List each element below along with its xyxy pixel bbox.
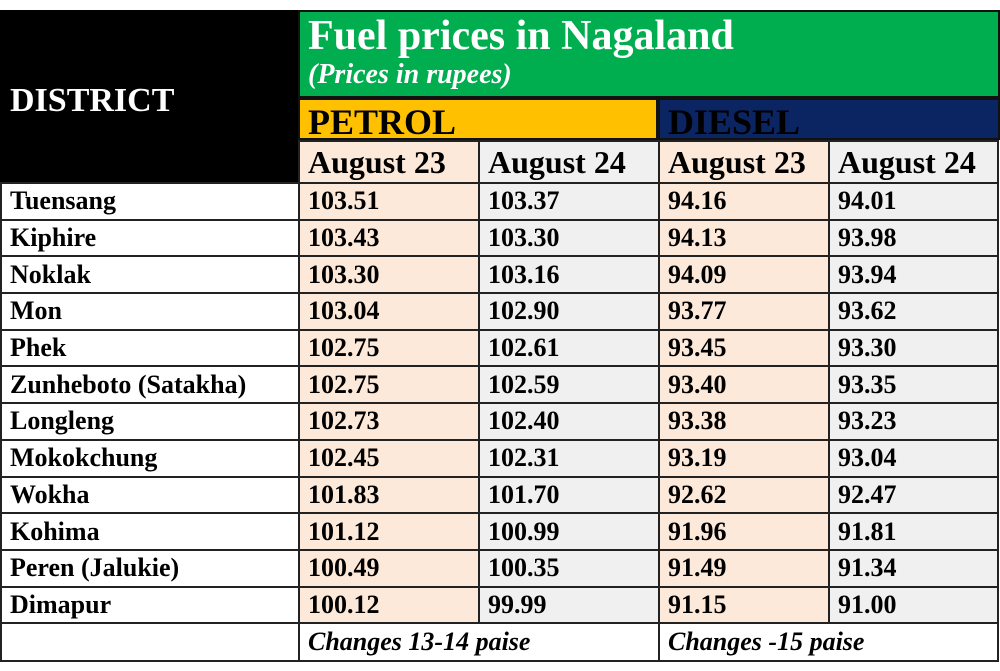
petrol-aug24-cell: 100.99 (478, 512, 660, 551)
diesel-aug23-cell: 91.15 (658, 585, 830, 625)
petrol-header: PETROL (298, 98, 658, 142)
petrol-aug23-cell: 101.83 (298, 475, 480, 515)
table-row: Phek 102.75 102.61 93.45 93.30 (0, 328, 999, 368)
fuel-price-table: August 23 August 24 August 23 August 24 … (0, 140, 999, 663)
district-cell: Tuensang (0, 182, 300, 221)
diesel-aug24-cell: 93.94 (828, 255, 999, 295)
column-header-diesel-aug24: August 24 (828, 140, 999, 184)
diesel-aug23-cell: 91.96 (658, 512, 830, 551)
petrol-aug23-cell: 103.30 (298, 255, 480, 295)
petrol-aug23-cell: 100.49 (298, 548, 480, 588)
petrol-aug24-cell: 100.35 (478, 548, 660, 588)
diesel-aug23-cell: 94.13 (658, 218, 830, 258)
diesel-aug23-cell: 93.19 (658, 438, 830, 478)
diesel-aug23-cell: 91.49 (658, 548, 830, 588)
district-cell: Noklak (0, 255, 300, 295)
diesel-aug24-cell: 93.30 (828, 328, 999, 368)
diesel-aug23-cell: 93.40 (658, 365, 830, 405)
district-cell: Mon (0, 292, 300, 331)
table-row: Noklak 103.30 103.16 94.09 93.94 (0, 255, 999, 295)
table-row: Longleng 102.73 102.40 93.38 93.23 (0, 402, 999, 441)
petrol-aug23-cell: 101.12 (298, 512, 480, 551)
diesel-header: DIESEL (658, 98, 1000, 142)
blank-header (1, 141, 299, 183)
diesel-aug23-cell: 93.45 (658, 328, 830, 368)
table-row: Wokha 101.83 101.70 92.62 92.47 (0, 475, 999, 515)
title-banner: Fuel prices in Nagaland (Prices in rupee… (298, 10, 1000, 98)
diesel-aug23-cell: 93.77 (658, 292, 830, 331)
diesel-change-note: Changes -15 paise (658, 622, 999, 663)
district-cell: Peren (Jalukie) (0, 548, 300, 588)
petrol-aug24-cell: 102.61 (478, 328, 660, 368)
district-cell: Kiphire (0, 218, 300, 258)
diesel-aug24-cell: 91.00 (828, 585, 999, 625)
district-cell: Zunheboto (Satakha) (0, 365, 300, 405)
petrol-aug24-cell: 103.16 (478, 255, 660, 295)
diesel-aug23-cell: 94.16 (658, 182, 830, 221)
petrol-aug23-cell: 102.75 (298, 328, 480, 368)
petrol-aug24-cell: 103.37 (478, 182, 660, 221)
petrol-aug24-cell: 102.31 (478, 438, 660, 478)
petrol-aug24-cell: 102.40 (478, 402, 660, 441)
blank-footer (0, 622, 300, 663)
column-header-petrol-aug24: August 24 (478, 140, 660, 184)
diesel-aug23-cell: 93.38 (658, 402, 830, 441)
table-row: Zunheboto (Satakha) 102.75 102.59 93.40 93.3… (0, 365, 999, 405)
district-header: DISTRICT (0, 10, 300, 182)
petrol-aug24-cell: 103.30 (478, 218, 660, 258)
diesel-aug24-cell: 94.01 (828, 182, 999, 221)
diesel-aug24-cell: 93.04 (828, 438, 999, 478)
petrol-aug24-cell: 102.90 (478, 292, 660, 331)
petrol-aug24-cell: 99.99 (478, 585, 660, 625)
column-header-diesel-aug23: August 23 (658, 140, 830, 184)
petrol-aug23-cell: 102.45 (298, 438, 480, 478)
district-cell: Wokha (0, 475, 300, 515)
diesel-aug24-cell: 93.35 (828, 365, 999, 405)
district-cell: Longleng (0, 402, 300, 441)
petrol-aug23-cell: 100.12 (298, 585, 480, 625)
table-row: Kiphire 103.43 103.30 94.13 93.98 (0, 218, 999, 258)
petrol-aug24-cell: 102.59 (478, 365, 660, 405)
petrol-aug24-cell: 101.70 (478, 475, 660, 515)
district-cell: Dimapur (0, 585, 300, 625)
diesel-aug23-cell: 92.62 (658, 475, 830, 515)
table-row: Tuensang 103.51 103.37 94.16 94.01 (0, 182, 999, 221)
district-cell: Kohima (0, 512, 300, 551)
diesel-aug24-cell: 93.98 (828, 218, 999, 258)
petrol-aug23-cell: 102.73 (298, 402, 480, 441)
district-cell: Phek (0, 328, 300, 368)
page-title: Fuel prices in Nagaland (308, 13, 734, 59)
table-row: Dimapur 100.12 99.99 91.15 91.00 (0, 585, 999, 625)
column-header-row: August 23 August 24 August 23 August 24 (1, 140, 999, 184)
table-row: Mon 103.04 102.90 93.77 93.62 (0, 292, 999, 331)
diesel-aug24-cell: 91.34 (828, 548, 999, 588)
diesel-aug24-cell: 93.62 (828, 292, 999, 331)
footer-row: Changes 13-14 paise Changes -15 paise (0, 622, 999, 663)
petrol-aug23-cell: 103.43 (298, 218, 480, 258)
petrol-change-note: Changes 13-14 paise (298, 622, 660, 663)
diesel-aug24-cell: 91.81 (828, 512, 999, 551)
diesel-aug24-cell: 92.47 (828, 475, 999, 515)
diesel-aug23-cell: 94.09 (658, 255, 830, 295)
table-row: Mokokchung 102.45 102.31 93.19 93.04 (0, 438, 999, 478)
petrol-aug23-cell: 103.51 (298, 182, 480, 221)
petrol-aug23-cell: 103.04 (298, 292, 480, 331)
column-header-petrol-aug23: August 23 (298, 140, 480, 184)
district-label: DISTRICT (10, 82, 175, 119)
table-row: Peren (Jalukie) 100.49 100.35 91.49 91.34 (0, 548, 999, 588)
petrol-aug23-cell: 102.75 (298, 365, 480, 405)
diesel-aug24-cell: 93.23 (828, 402, 999, 441)
district-cell: Mokokchung (0, 438, 300, 478)
page-subtitle: (Prices in rupees) (308, 59, 512, 90)
table-row: Kohima 101.12 100.99 91.96 91.81 (0, 512, 999, 551)
